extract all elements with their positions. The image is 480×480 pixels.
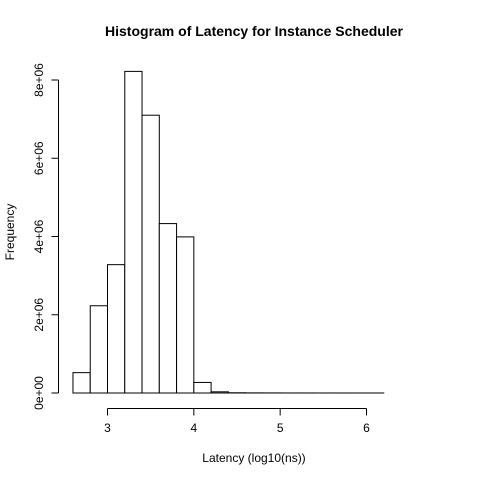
x-tick-label-1: 3: [104, 421, 111, 435]
x-tick-label-3: 5: [277, 421, 284, 435]
y-tick-label-1: 0e+00: [32, 376, 46, 410]
x-axis: 3 4 5 6: [104, 408, 370, 435]
y-tick-label-5: 8e+06: [32, 63, 46, 97]
y-axis: 0e+00 2e+06 4e+06 6e+06 8e+06: [32, 63, 59, 410]
histogram-bar-9: [210, 391, 229, 394]
y-tick-label-2: 2e+06: [32, 298, 46, 332]
histogram-bar-6: [158, 223, 178, 394]
histogram-bar-2: [89, 305, 109, 394]
histogram-bar-4: [124, 70, 143, 394]
x-axis-label: Latency (log10(ns)): [202, 451, 305, 465]
y-axis-label: Frequency: [3, 204, 17, 261]
x-tick-label-4: 6: [363, 421, 370, 435]
histogram-bar-3: [107, 264, 126, 394]
y-tick-label-4: 6e+06: [32, 141, 46, 175]
histogram-bars: [72, 70, 385, 394]
histogram-bar-5: [141, 114, 160, 394]
y-tick-label-3: 4e+06: [32, 219, 46, 253]
chart-title: Histogram of Latency for Instance Schedu…: [105, 23, 404, 39]
histogram-bar-8: [193, 381, 212, 394]
x-tick-label-2: 4: [190, 421, 197, 435]
histogram-bar-7: [176, 236, 195, 394]
histogram-bar-1: [72, 372, 91, 394]
